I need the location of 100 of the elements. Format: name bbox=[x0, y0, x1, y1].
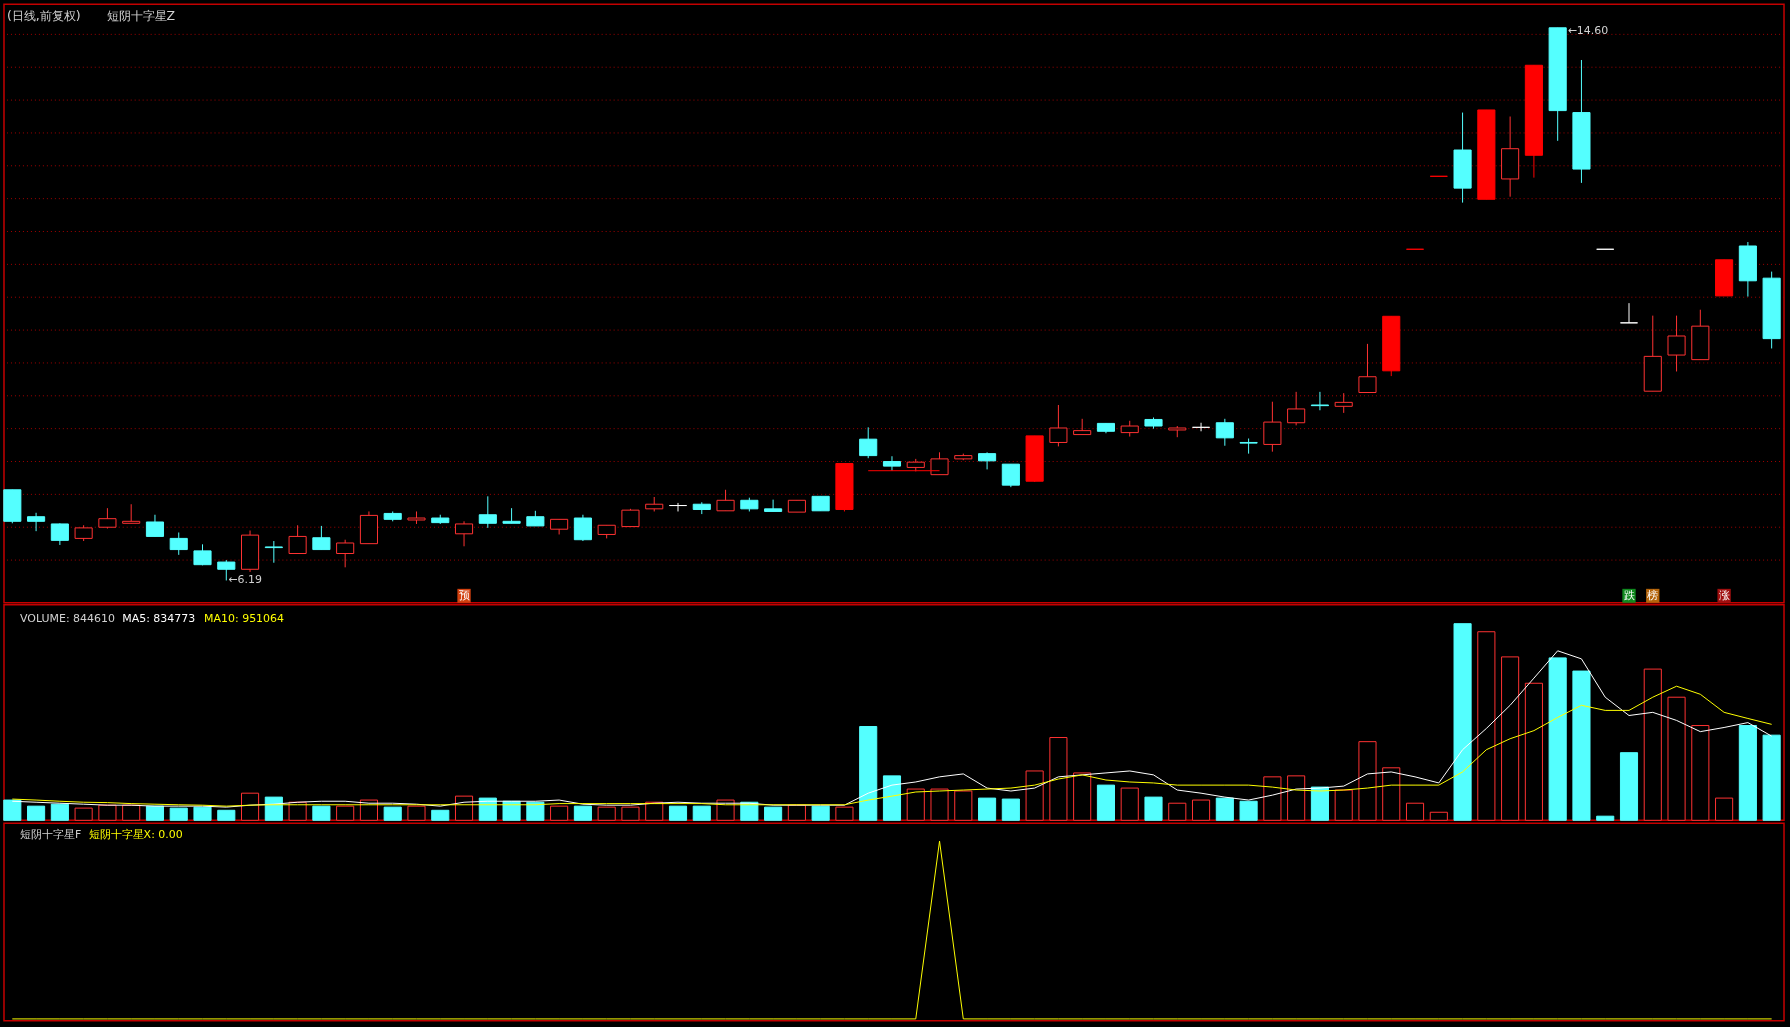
bar bbox=[1643, 668, 1662, 821]
bar bbox=[1524, 682, 1543, 821]
candlestick bbox=[288, 524, 307, 555]
bar bbox=[668, 805, 688, 821]
bar bbox=[145, 805, 165, 821]
candlestick bbox=[98, 507, 117, 530]
bar bbox=[241, 792, 260, 821]
bar bbox=[1073, 772, 1092, 821]
candlestick bbox=[764, 499, 783, 512]
bar bbox=[50, 803, 69, 821]
bar bbox=[1001, 798, 1020, 821]
chart-title: (日线,前复权) bbox=[6, 8, 81, 24]
candlestick bbox=[1001, 463, 1020, 488]
bar bbox=[122, 804, 141, 821]
bar bbox=[1453, 623, 1472, 821]
bar bbox=[98, 804, 117, 821]
bar bbox=[550, 805, 569, 821]
bar bbox=[978, 797, 997, 821]
bar bbox=[621, 806, 640, 821]
bar bbox=[1310, 786, 1329, 821]
bar bbox=[1738, 725, 1757, 821]
bar bbox=[312, 805, 331, 821]
bar bbox=[264, 796, 283, 821]
candlestick bbox=[312, 525, 331, 551]
bar bbox=[1382, 767, 1401, 821]
bar bbox=[954, 790, 973, 821]
bar bbox=[930, 788, 949, 821]
candlestick bbox=[1049, 404, 1068, 447]
bar bbox=[193, 806, 212, 821]
bar bbox=[383, 806, 402, 821]
chart-subtitle: 短阴十字星Z bbox=[106, 8, 176, 24]
annotation: 跌 bbox=[1623, 588, 1635, 602]
chart-title: 短阴十字星F bbox=[19, 828, 82, 842]
bar bbox=[74, 807, 93, 821]
bar bbox=[787, 804, 806, 821]
candlestick bbox=[1310, 391, 1329, 411]
bar bbox=[1619, 752, 1639, 821]
bar bbox=[1287, 775, 1306, 821]
candlestick bbox=[1667, 315, 1686, 372]
candlestick bbox=[454, 520, 474, 547]
candlestick bbox=[930, 451, 949, 476]
bar bbox=[1192, 799, 1211, 821]
text: ←6.19 bbox=[228, 573, 262, 587]
candlestick bbox=[716, 489, 735, 512]
bar bbox=[1049, 737, 1068, 821]
bar bbox=[502, 800, 521, 821]
bar bbox=[336, 805, 355, 821]
candlestick bbox=[122, 503, 141, 524]
candlestick bbox=[336, 539, 355, 568]
bar bbox=[906, 788, 925, 821]
bar bbox=[835, 806, 854, 821]
bar bbox=[407, 805, 426, 821]
bar bbox=[1715, 797, 1734, 821]
bar bbox=[217, 809, 236, 821]
bar bbox=[1358, 741, 1377, 821]
bar bbox=[1596, 815, 1615, 821]
bar bbox=[1168, 802, 1187, 821]
bar bbox=[716, 799, 735, 821]
bar bbox=[1548, 657, 1567, 821]
candlestick bbox=[169, 531, 188, 556]
bar bbox=[1096, 784, 1116, 821]
bar bbox=[1405, 802, 1425, 821]
candlestick bbox=[1619, 302, 1639, 324]
bar bbox=[692, 805, 711, 821]
bar bbox=[882, 775, 902, 821]
candlestick bbox=[978, 451, 997, 470]
candlestick bbox=[478, 495, 497, 529]
bar bbox=[1477, 631, 1496, 821]
bar bbox=[169, 807, 188, 821]
bar bbox=[1144, 796, 1163, 821]
candlestick bbox=[882, 455, 902, 472]
bar bbox=[526, 801, 545, 821]
bar bbox=[431, 809, 450, 821]
text: 短阴十字星X: 0.00 bbox=[88, 828, 183, 842]
bar bbox=[1025, 770, 1044, 821]
bar bbox=[1239, 800, 1258, 821]
candlestick bbox=[573, 514, 592, 542]
candlestick bbox=[1192, 422, 1211, 432]
bar bbox=[1334, 789, 1353, 821]
bar bbox=[859, 726, 878, 821]
bar bbox=[1572, 670, 1591, 821]
candlestick bbox=[1358, 343, 1377, 394]
bar bbox=[1215, 797, 1234, 821]
bar bbox=[1501, 656, 1520, 821]
bar bbox=[573, 805, 592, 821]
candlestick bbox=[668, 502, 688, 512]
candlestick bbox=[145, 514, 165, 537]
bar bbox=[1667, 696, 1686, 821]
text: MA5: 834773 bbox=[122, 611, 196, 625]
bar bbox=[3, 799, 22, 821]
annotation: 榜 bbox=[1647, 588, 1659, 602]
candlestick bbox=[50, 522, 69, 546]
candlestick bbox=[1215, 418, 1234, 447]
bar bbox=[1762, 734, 1781, 821]
bar bbox=[1691, 725, 1710, 821]
chart-title: VOLUME: 844610 bbox=[19, 611, 115, 625]
candlestick bbox=[1334, 392, 1353, 414]
bar bbox=[764, 806, 783, 821]
bar bbox=[1120, 787, 1139, 821]
bar bbox=[27, 805, 46, 821]
